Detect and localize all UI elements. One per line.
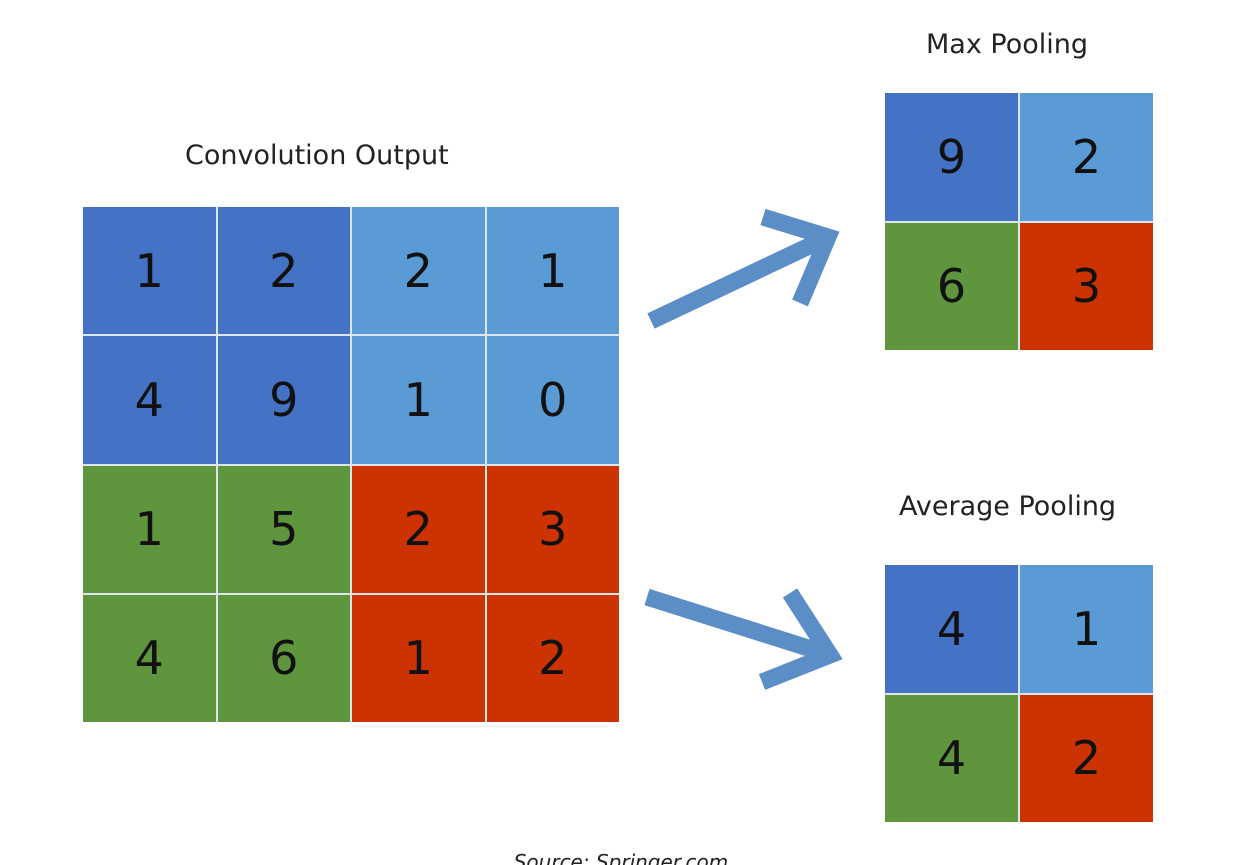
- conv-cell: 2: [352, 207, 485, 335]
- convolution-output-grid: 1 2 2 1 4 9 1 0 1 5 2 3 4 6 1 2: [83, 207, 619, 722]
- conv-cell: 1: [83, 465, 216, 593]
- conv-cell: 2: [217, 207, 350, 335]
- conv-cell: 3: [486, 465, 619, 593]
- conv-cell: 1: [352, 336, 485, 464]
- conv-cell: 0: [486, 336, 619, 464]
- conv-cell: 2: [486, 594, 619, 722]
- max-pool-cell: 3: [1020, 222, 1153, 350]
- conv-cell: 4: [83, 336, 216, 464]
- conv-cell: 6: [217, 594, 350, 722]
- conv-cell: 4: [83, 594, 216, 722]
- avg-pool-cell: 2: [1020, 694, 1153, 822]
- max-pool-cell: 9: [885, 93, 1018, 221]
- max-pooling-title: Max Pooling: [926, 29, 1089, 60]
- conv-cell: 1: [352, 594, 485, 722]
- max-pool-cell: 2: [1020, 93, 1153, 221]
- average-pooling-title: Average Pooling: [899, 491, 1117, 522]
- conv-cell: 5: [217, 465, 350, 593]
- conv-cell: 1: [83, 207, 216, 335]
- avg-pool-cell: 1: [1020, 565, 1153, 693]
- conv-cell: 9: [217, 336, 350, 464]
- average-pooling-grid: 4 1 4 2: [885, 565, 1153, 822]
- source-caption: Source: Springer.com: [513, 850, 729, 865]
- avg-pool-cell: 4: [885, 694, 1018, 822]
- conv-cell: 1: [486, 207, 619, 335]
- avg-pool-cell: 4: [885, 565, 1018, 693]
- convolution-output-title: Convolution Output: [185, 140, 449, 171]
- conv-cell: 2: [352, 465, 485, 593]
- max-pooling-grid: 9 2 6 3: [885, 93, 1153, 350]
- arrow-to-average-pooling: [644, 588, 843, 690]
- max-pool-cell: 6: [885, 222, 1018, 350]
- arrow-to-max-pooling: [647, 208, 840, 329]
